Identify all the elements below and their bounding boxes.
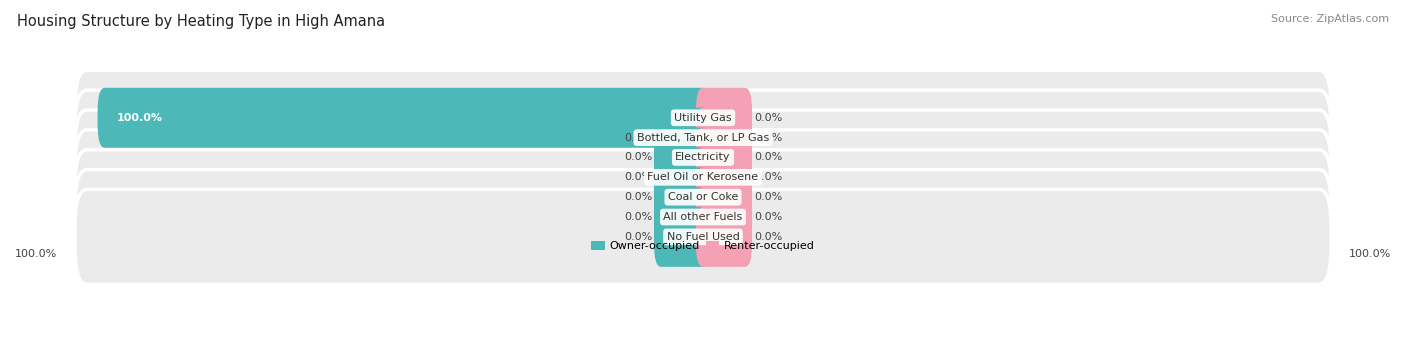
Text: 0.0%: 0.0%	[754, 133, 782, 143]
FancyBboxPatch shape	[696, 207, 752, 267]
FancyBboxPatch shape	[654, 207, 710, 267]
FancyBboxPatch shape	[654, 108, 710, 167]
FancyBboxPatch shape	[696, 88, 752, 148]
Text: 100.0%: 100.0%	[117, 113, 163, 123]
FancyBboxPatch shape	[654, 128, 710, 188]
Text: Bottled, Tank, or LP Gas: Bottled, Tank, or LP Gas	[637, 133, 769, 143]
FancyBboxPatch shape	[97, 88, 710, 148]
Text: 0.0%: 0.0%	[754, 172, 782, 182]
Text: 0.0%: 0.0%	[754, 212, 782, 222]
FancyBboxPatch shape	[696, 187, 752, 247]
FancyBboxPatch shape	[75, 169, 1331, 265]
Text: 100.0%: 100.0%	[1348, 249, 1391, 259]
Text: Housing Structure by Heating Type in High Amana: Housing Structure by Heating Type in Hig…	[17, 14, 385, 29]
Text: 0.0%: 0.0%	[624, 172, 652, 182]
Text: No Fuel Used: No Fuel Used	[666, 232, 740, 242]
FancyBboxPatch shape	[75, 130, 1331, 225]
FancyBboxPatch shape	[654, 187, 710, 247]
Text: Source: ZipAtlas.com: Source: ZipAtlas.com	[1271, 14, 1389, 24]
FancyBboxPatch shape	[654, 147, 710, 207]
Text: 100.0%: 100.0%	[15, 249, 58, 259]
FancyBboxPatch shape	[696, 167, 752, 227]
Text: 0.0%: 0.0%	[754, 232, 782, 242]
Legend: Owner-occupied, Renter-occupied: Owner-occupied, Renter-occupied	[586, 236, 820, 256]
Text: 0.0%: 0.0%	[624, 152, 652, 162]
Text: Utility Gas: Utility Gas	[675, 113, 731, 123]
Text: 0.0%: 0.0%	[624, 133, 652, 143]
FancyBboxPatch shape	[654, 167, 710, 227]
Text: Fuel Oil or Kerosene: Fuel Oil or Kerosene	[647, 172, 759, 182]
FancyBboxPatch shape	[75, 70, 1331, 165]
Text: 0.0%: 0.0%	[754, 192, 782, 202]
Text: Electricity: Electricity	[675, 152, 731, 162]
Text: All other Fuels: All other Fuels	[664, 212, 742, 222]
Text: 0.0%: 0.0%	[754, 152, 782, 162]
FancyBboxPatch shape	[696, 108, 752, 167]
Text: Coal or Coke: Coal or Coke	[668, 192, 738, 202]
FancyBboxPatch shape	[696, 147, 752, 207]
FancyBboxPatch shape	[75, 90, 1331, 185]
FancyBboxPatch shape	[75, 110, 1331, 205]
FancyBboxPatch shape	[696, 128, 752, 188]
Text: 0.0%: 0.0%	[624, 232, 652, 242]
Text: 0.0%: 0.0%	[754, 113, 782, 123]
Text: 0.0%: 0.0%	[624, 192, 652, 202]
Text: 0.0%: 0.0%	[624, 212, 652, 222]
FancyBboxPatch shape	[75, 150, 1331, 244]
FancyBboxPatch shape	[75, 190, 1331, 284]
